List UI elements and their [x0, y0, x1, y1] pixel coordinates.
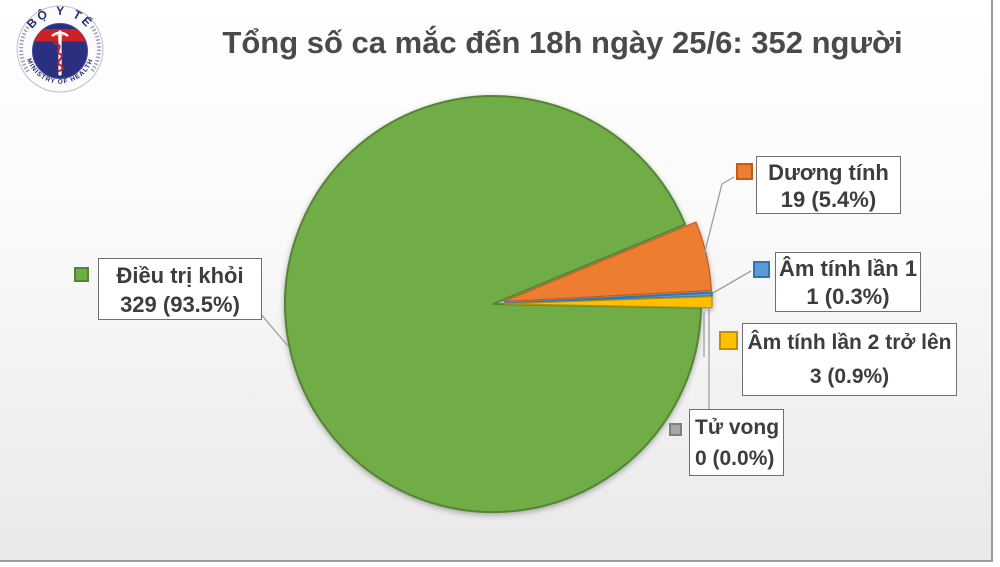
pie-slice-3	[503, 295, 713, 309]
ministry-of-health-logo: BỘ Y TẾ MINISTRY OF HEALTH ★	[16, 5, 104, 93]
legend-marker-am-tinh-lan-2	[719, 331, 738, 350]
logo-hatch-left	[19, 25, 30, 73]
callout-label: Tử vong	[695, 416, 780, 439]
chart-title: Tổng số ca mắc đến 18h ngày 25/6: 352 ng…	[222, 25, 903, 60]
callout-value: 19 (5.4%)	[780, 187, 877, 212]
callout-label: Âm tính lần 2 trở lên	[747, 331, 952, 354]
legend-marker-dieu-tri-khoi	[74, 267, 89, 282]
legend-marker-tu-vong	[669, 423, 682, 436]
callout-am-tinh-lan-1: Âm tính lần 1 1 (0.3%)	[775, 252, 921, 312]
logo-staff-snake-icon	[51, 30, 69, 76]
callout-label: Dương tính	[768, 160, 889, 185]
callout-am-tinh-lan-2: Âm tính lần 2 trở lên 3 (0.9%)	[742, 323, 957, 396]
pie-slices	[284, 95, 713, 514]
callout-label: Điều trị khỏi	[116, 263, 244, 288]
callout-value: 3 (0.9%)	[809, 365, 890, 388]
logo-hatch-right	[90, 25, 101, 73]
pie-slice-0	[284, 95, 703, 514]
leader-line-duong-tinh	[702, 176, 735, 260]
leader-line-am-tinh-lan-1	[712, 270, 752, 294]
legend-marker-am-tinh-lan-1	[753, 261, 770, 278]
callout-value: 0 (0.0%)	[695, 447, 775, 470]
callout-duong-tinh: Dương tính 19 (5.4%)	[756, 156, 901, 214]
callout-value: 1 (0.3%)	[806, 284, 890, 309]
callout-dieu-tri-khoi: Điều trị khỏi 329 (93.5%)	[98, 258, 262, 320]
legend-marker-duong-tinh	[736, 163, 753, 180]
callout-label: Âm tính lần 1	[778, 256, 918, 281]
callout-tu-vong: Tử vong 0 (0.0%)	[689, 409, 784, 476]
callout-value: 329 (93.5%)	[120, 292, 240, 317]
pie-slice-1	[503, 221, 713, 303]
